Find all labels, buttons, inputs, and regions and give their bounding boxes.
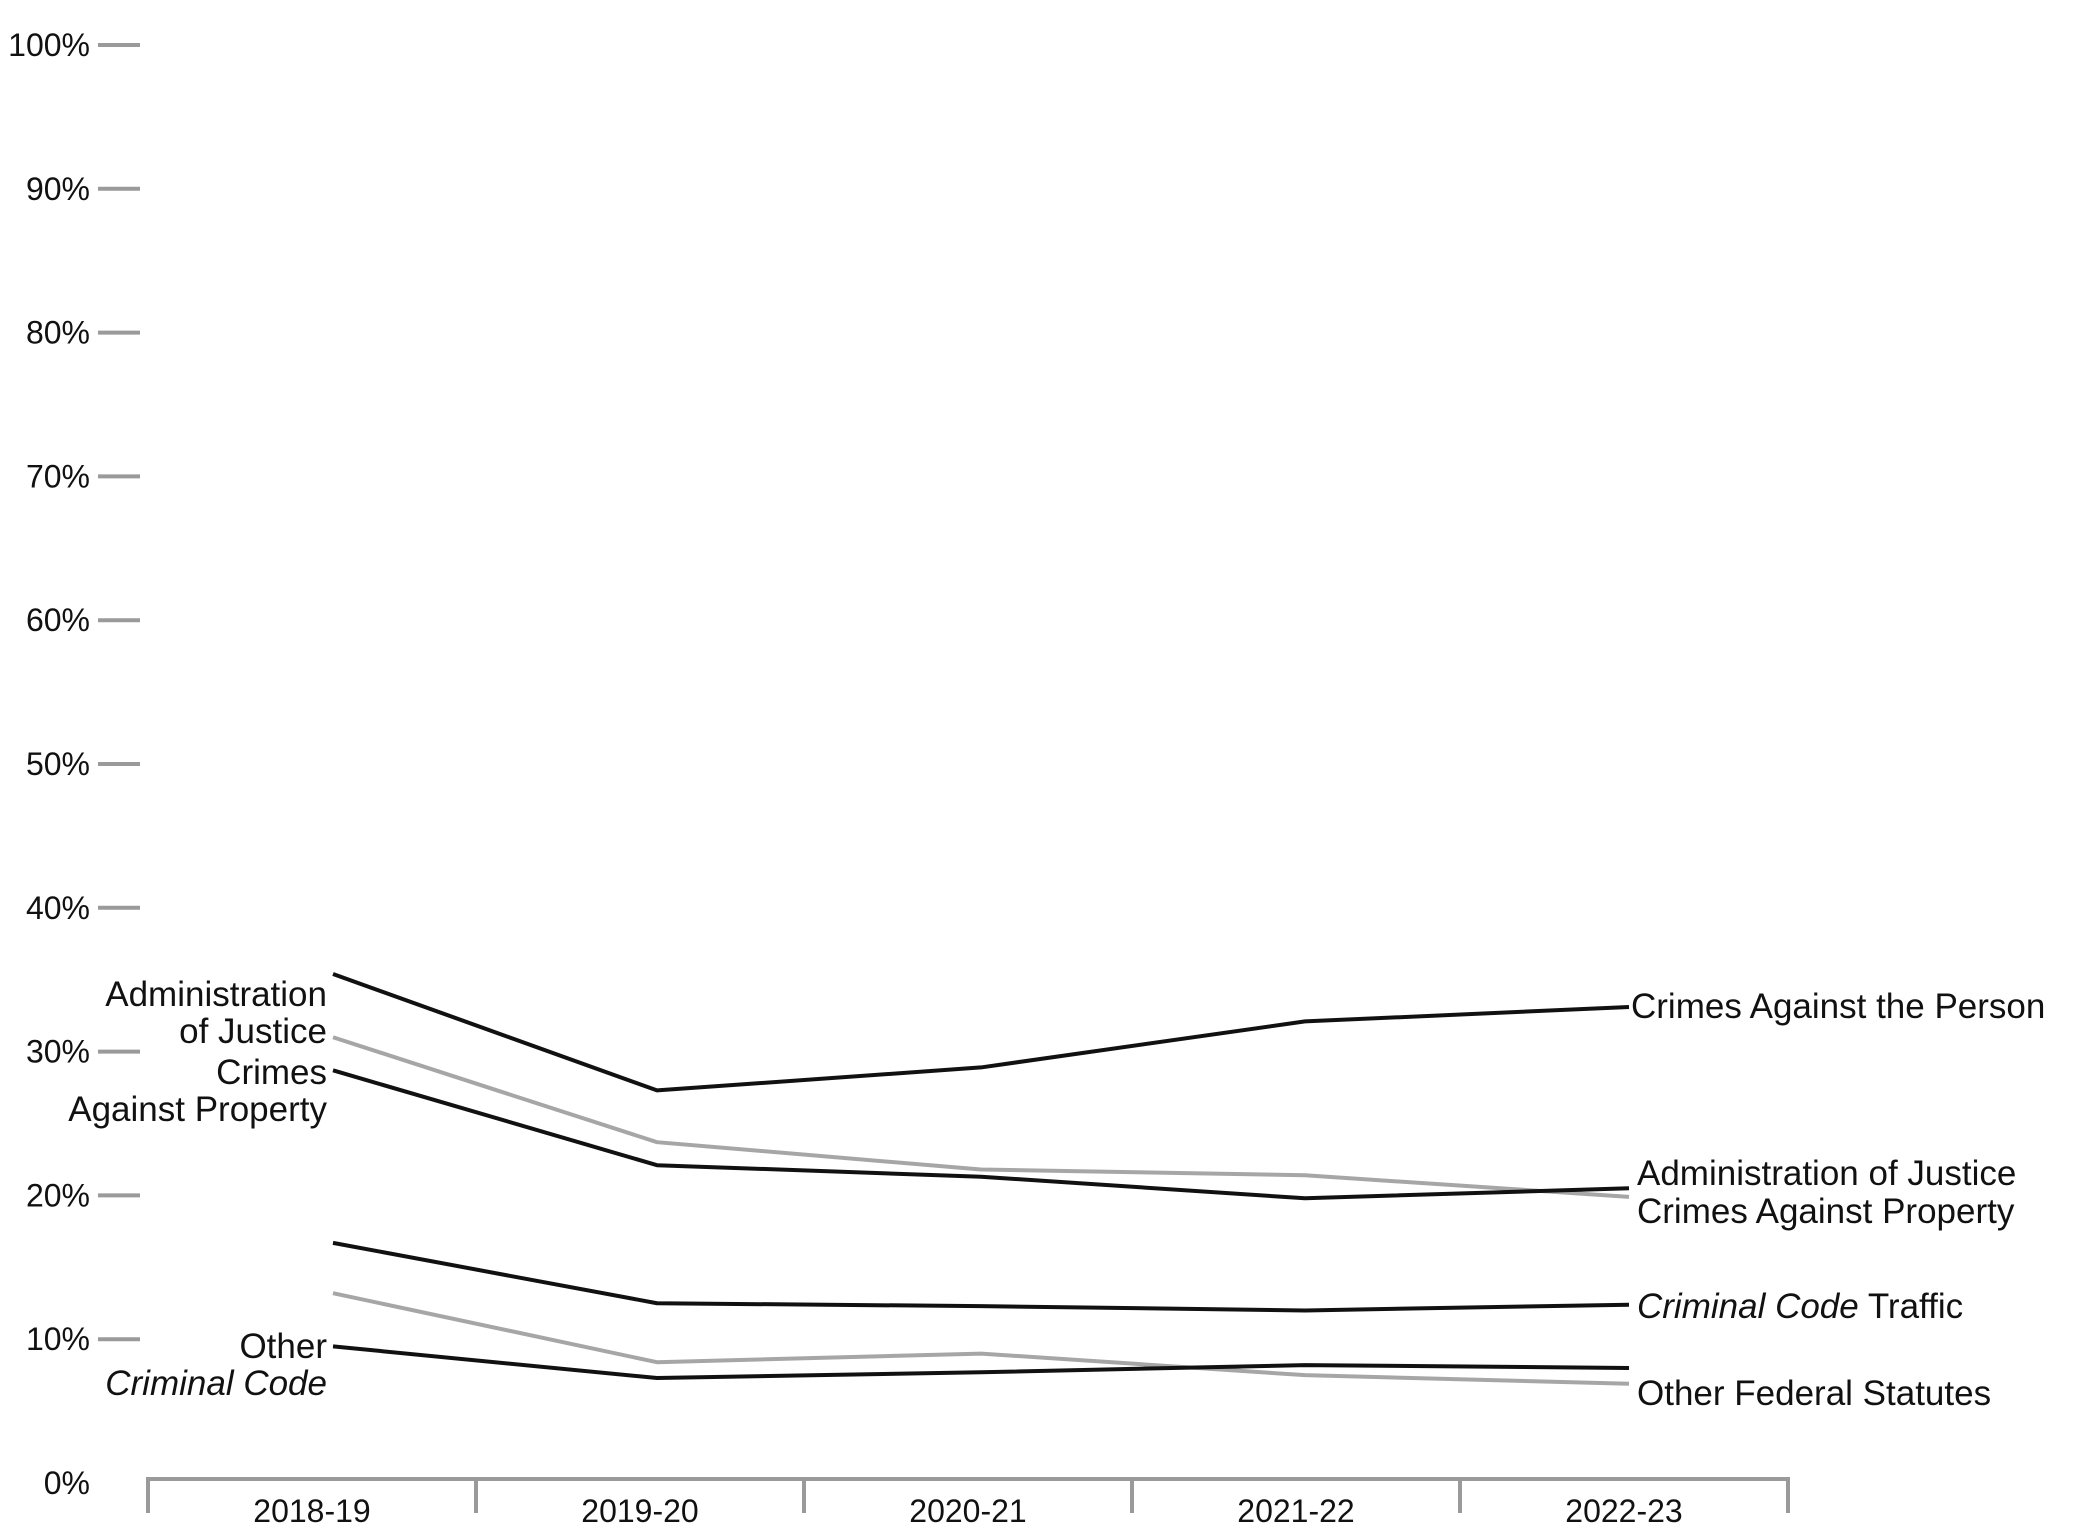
series-line-admin	[332, 972, 1630, 1093]
y-tick-label: 70%	[26, 458, 90, 494]
y-tick-label: 50%	[26, 746, 90, 782]
y-axis: 0% 10% 20% 30% 40% 50% 60% 70% 80% 90% 100%	[8, 27, 140, 1501]
y-tick-label: 20%	[26, 1177, 90, 1213]
series-label-right-traffic: Criminal Code Traffic	[1637, 1287, 1963, 1326]
label-plain-part: Traffic	[1859, 1287, 1963, 1326]
y-tick-label: 80%	[26, 315, 90, 351]
label-italic-part: Criminal Code	[1637, 1287, 1859, 1326]
series-line-traffic	[332, 1240, 1630, 1313]
y-tick-label: 40%	[26, 890, 90, 926]
series-label-right-federal: Other Federal Statutes	[1637, 1374, 1991, 1413]
series-line-federal	[332, 1291, 1630, 1386]
y-tick-label: 90%	[26, 171, 90, 207]
series-line-person	[332, 1068, 1630, 1201]
x-axis: 2018-19 2019-20 2020-21 2021-22 2022-23	[146, 1477, 1790, 1529]
series-lines	[332, 972, 1630, 1386]
y-tick-label: 0%	[44, 1465, 90, 1501]
x-tick-label: 2020-21	[909, 1493, 1026, 1529]
series-label-left-property: Against Property	[68, 1090, 327, 1129]
series-label-right-property: Crimes Against Property	[1637, 1192, 2015, 1231]
x-tick-label: 2021-22	[1237, 1493, 1354, 1529]
y-tick-label: 10%	[26, 1321, 90, 1357]
series-label-right-admin: Administration of Justice	[1637, 1154, 2016, 1193]
series-label-right-person: Crimes Against the Person	[1631, 987, 2045, 1026]
series-line-property	[332, 1035, 1630, 1199]
series-label-left-property: Crimes	[216, 1053, 327, 1092]
y-tick-label: 30%	[26, 1034, 90, 1070]
series-line-othercc	[332, 1344, 1630, 1381]
x-tick-label: 2022-23	[1565, 1493, 1682, 1529]
series-label-left-othercc: Other	[239, 1327, 327, 1366]
x-tick-label: 2019-20	[581, 1493, 698, 1529]
x-tick-label: 2018-19	[253, 1493, 370, 1529]
series-label-left-admin: Administration	[105, 975, 327, 1014]
y-tick-label: 60%	[26, 602, 90, 638]
series-label-left-admin: of Justice	[179, 1012, 327, 1051]
y-tick-label: 100%	[8, 27, 90, 63]
series-label-left-othercc: Criminal Code	[105, 1364, 327, 1403]
